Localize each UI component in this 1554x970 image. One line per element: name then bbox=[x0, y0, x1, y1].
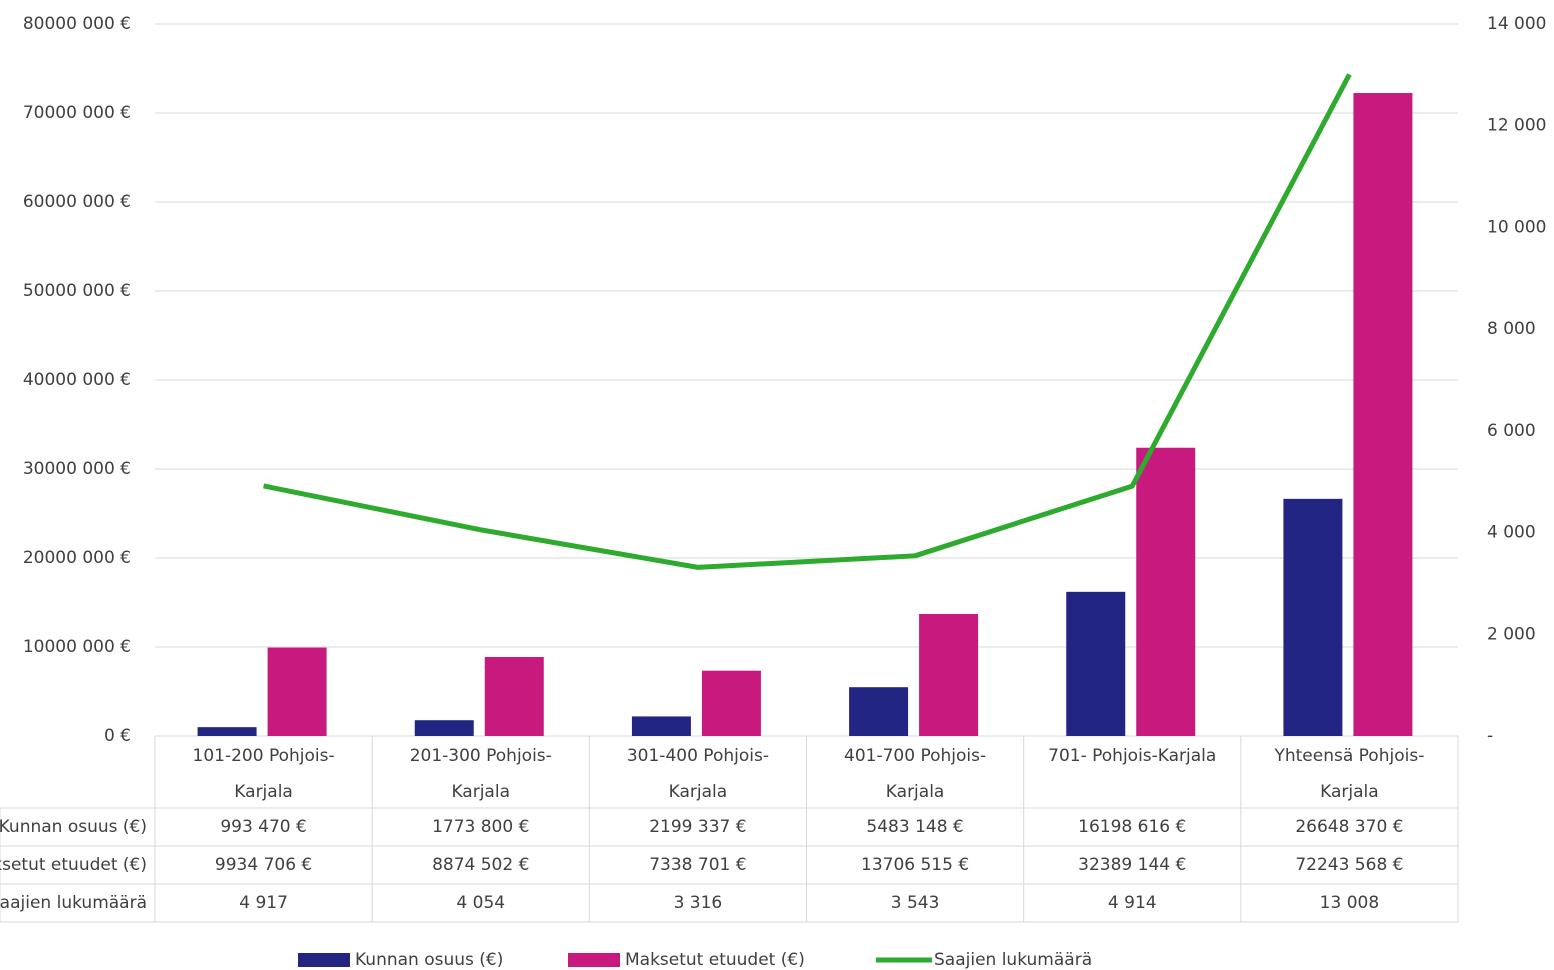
table-value: 1773 800 € bbox=[432, 817, 529, 837]
y-tick-label: 60000 000 € bbox=[23, 192, 131, 212]
bar bbox=[1283, 498, 1343, 736]
legend-label: Maksetut etuudet (€) bbox=[625, 950, 805, 970]
y2-tick-label: 6 000 bbox=[1487, 421, 1536, 441]
y2-tick-label: 14 000 bbox=[1487, 14, 1546, 34]
category-cell: 101-200 Pohjois-Karjala bbox=[192, 746, 335, 802]
table-value: 7338 701 € bbox=[649, 855, 746, 875]
table-value: 16198 616 € bbox=[1078, 817, 1186, 837]
category-cell: 201-300 Pohjois-Karjala bbox=[409, 746, 552, 802]
x-tick-label: 701- Pohjois-Karjala bbox=[1048, 746, 1217, 766]
category-cell: 401-700 Pohjois-Karjala bbox=[844, 746, 987, 802]
x-tick-label: 301-400 Pohjois-Karjala bbox=[626, 746, 769, 802]
table-value: 9934 706 € bbox=[215, 855, 312, 875]
bar bbox=[197, 727, 257, 736]
table-value: 5483 148 € bbox=[866, 817, 963, 837]
table-value: 32389 144 € bbox=[1078, 855, 1186, 875]
y-tick-label: 0 € bbox=[104, 726, 131, 746]
table-value: 13706 515 € bbox=[861, 855, 969, 875]
legend-swatch bbox=[298, 953, 350, 967]
bar bbox=[414, 720, 474, 736]
y2-tick-label: 2 000 bbox=[1487, 624, 1536, 644]
x-tick-label: 101-200 Pohjois-Karjala bbox=[192, 746, 335, 802]
y-tick-label: 20000 000 € bbox=[23, 548, 131, 568]
x-tick-label: 401-700 Pohjois-Karjala bbox=[844, 746, 987, 802]
table-value: 72243 568 € bbox=[1295, 855, 1403, 875]
y2-tick-label: - bbox=[1487, 726, 1493, 746]
x-tick-label: 201-300 Pohjois-Karjala bbox=[409, 746, 552, 802]
bar bbox=[701, 670, 761, 736]
bar bbox=[631, 716, 691, 736]
y-tick-label: 10000 000 € bbox=[23, 637, 131, 657]
bar bbox=[1066, 591, 1126, 736]
table-row-label: Maksetut etuudet (€) bbox=[0, 855, 147, 875]
table-value: 993 470 € bbox=[220, 817, 307, 837]
category-cell: Yhteensä Pohjois-Karjala bbox=[1274, 746, 1425, 802]
table-value: 13 008 bbox=[1320, 893, 1379, 913]
bar bbox=[484, 657, 544, 736]
y-tick-label: 40000 000 € bbox=[23, 370, 131, 390]
y2-tick-label: 8 000 bbox=[1487, 319, 1536, 339]
category-cell: 701- Pohjois-Karjala bbox=[1048, 746, 1217, 766]
bar bbox=[267, 647, 327, 736]
table-value: 2199 337 € bbox=[649, 817, 746, 837]
table-value: 8874 502 € bbox=[432, 855, 529, 875]
y-tick-label: 30000 000 € bbox=[23, 459, 131, 479]
line bbox=[263, 73, 1352, 570]
x-tick-label: Yhteensä Pohjois-Karjala bbox=[1274, 746, 1425, 802]
table-value: 3 316 bbox=[674, 893, 723, 913]
table-value: 4 917 bbox=[239, 893, 288, 913]
legend-label: Saajien lukumäärä bbox=[934, 950, 1092, 970]
category-cell: 301-400 Pohjois-Karjala bbox=[626, 746, 769, 802]
bar bbox=[919, 614, 979, 736]
bar bbox=[1353, 93, 1413, 737]
y-tick-label: 80000 000 € bbox=[23, 14, 131, 34]
y2-tick-label: 4 000 bbox=[1487, 523, 1536, 543]
y2-tick-label: 12 000 bbox=[1487, 116, 1546, 136]
table-value: 4 054 bbox=[456, 893, 505, 913]
table-row-label: Saajien lukumäärä bbox=[0, 893, 147, 913]
y2-tick-label: 10 000 bbox=[1487, 217, 1546, 237]
y-tick-label: 50000 000 € bbox=[23, 281, 131, 301]
bar bbox=[849, 687, 909, 736]
table-value: 4 914 bbox=[1108, 893, 1157, 913]
bar bbox=[1136, 447, 1196, 736]
y-tick-label: 70000 000 € bbox=[23, 103, 131, 123]
legend-label: Kunnan osuus (€) bbox=[355, 950, 503, 970]
table-row-label: Kunnan osuus (€) bbox=[0, 817, 147, 837]
table-value: 3 543 bbox=[891, 893, 940, 913]
table-value: 26648 370 € bbox=[1295, 817, 1403, 837]
legend-swatch bbox=[568, 953, 620, 967]
